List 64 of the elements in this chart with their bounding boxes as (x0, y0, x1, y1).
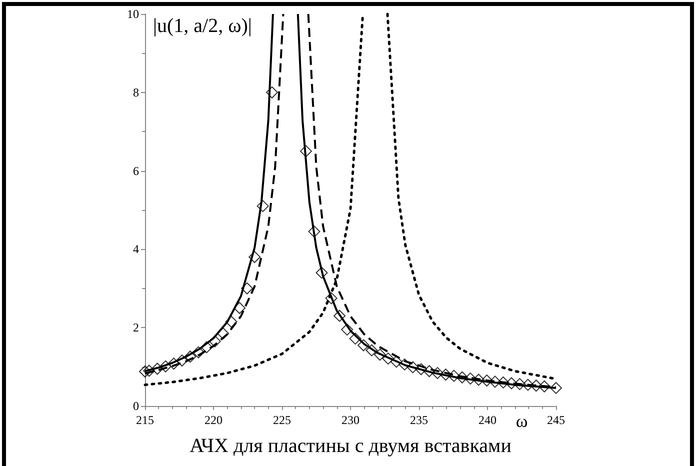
point (256, 200, 269, 212)
point (208, 335, 221, 348)
point (480, 374, 493, 387)
point (200, 341, 213, 354)
point (472, 374, 485, 386)
point (530, 380, 542, 392)
point (349, 332, 362, 345)
point (341, 324, 354, 336)
point (415, 363, 428, 376)
point (448, 370, 460, 382)
x-axis-title: ω (516, 411, 528, 431)
point (316, 266, 328, 279)
point (308, 226, 320, 238)
point (423, 365, 436, 378)
point (184, 350, 196, 363)
point (248, 251, 261, 264)
y-tick-label: 8 (133, 85, 139, 100)
text: АЧХ для пластины с двумя вставками (190, 435, 512, 457)
point (497, 376, 510, 388)
y-tick-label: 10 (127, 7, 139, 21)
point (168, 358, 180, 370)
point (406, 361, 419, 374)
point (225, 316, 238, 328)
x-tick-label: 215 (136, 413, 154, 427)
point (192, 346, 204, 358)
x-tick-label: 240 (478, 413, 496, 427)
y-tick-label: 2 (133, 320, 139, 335)
x-tick-label: 220 (204, 413, 222, 427)
y-tick-label: 6 (133, 164, 139, 178)
x-tick-label: 230 (342, 413, 360, 427)
point (266, 86, 278, 98)
y-tick-label: 4 (133, 242, 139, 256)
x-tick-label: 245 (547, 413, 565, 427)
point (456, 371, 468, 384)
point (176, 354, 188, 367)
y-axis-title: |u(1, a/2, ω)| (153, 15, 252, 37)
point (374, 348, 386, 361)
point (139, 366, 151, 378)
point (390, 356, 402, 368)
point (143, 364, 156, 377)
point (489, 376, 502, 388)
point (334, 310, 346, 322)
point (382, 352, 394, 365)
point (440, 368, 452, 381)
point (234, 302, 246, 314)
point (325, 292, 338, 304)
point (358, 339, 370, 352)
point (151, 362, 164, 375)
point (217, 327, 230, 340)
point (366, 344, 378, 356)
x-tick-label: 235 (410, 413, 428, 427)
point (160, 360, 172, 372)
point (300, 145, 312, 158)
point (550, 382, 562, 394)
point (241, 282, 254, 294)
point (538, 380, 550, 392)
point (514, 378, 526, 390)
point (464, 372, 476, 385)
point (431, 367, 444, 380)
y-tick-label: 0 (133, 399, 139, 413)
point (505, 377, 518, 390)
point (522, 378, 534, 391)
x-tick-label: 225 (273, 413, 291, 427)
point (398, 358, 411, 370)
